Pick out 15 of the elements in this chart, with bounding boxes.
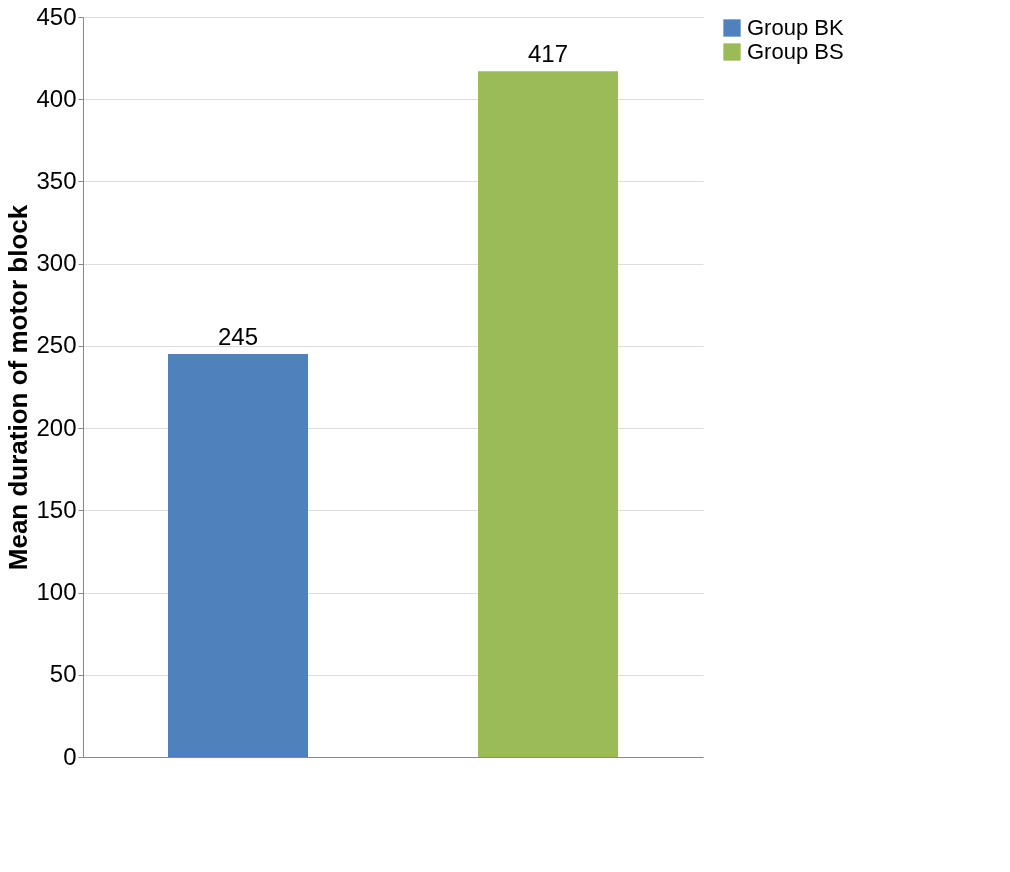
y-tick-label: 450 [36,2,77,30]
y-tick-label: 50 [49,660,77,688]
y-tick-label: 300 [36,249,77,277]
data-label: 245 [217,323,259,351]
legend-label: Group BK [747,15,844,40]
y-tick-label: 200 [36,413,77,441]
y-tick-label: 0 [63,742,77,770]
y-tick-label: 350 [36,166,77,194]
data-label: 417 [527,40,569,68]
y-tick-label: 150 [36,495,77,523]
y-tick-label: 250 [36,331,77,359]
y-tick-label: 400 [36,84,77,112]
y-tick-label: 100 [36,578,77,606]
y-axis-title: Mean duration of motor block [3,204,34,571]
legend-label: Group BS [747,39,844,64]
